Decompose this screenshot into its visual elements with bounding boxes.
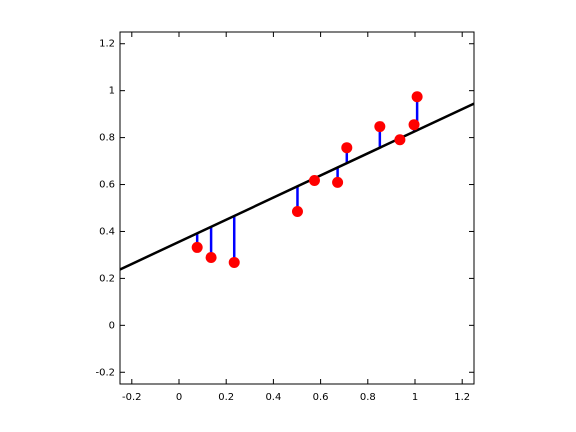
x-tick-label: 0.8 <box>360 392 376 403</box>
point <box>191 241 203 253</box>
y-tick-label: 0.6 <box>99 180 115 191</box>
y-tick-label: 0.4 <box>99 226 115 237</box>
y-tick-label: 0 <box>109 320 115 331</box>
y-tick-label: 0.8 <box>99 133 115 144</box>
y-tick-label: 1.2 <box>99 39 115 50</box>
x-tick-label: 1.2 <box>454 392 470 403</box>
x-tick-label: 0.6 <box>313 392 329 403</box>
x-tick-label: 0.2 <box>218 392 234 403</box>
point <box>205 252 217 264</box>
x-tick-label: 0.4 <box>265 392 281 403</box>
point <box>332 176 344 188</box>
point <box>411 91 423 103</box>
x-tick-label: 1 <box>412 392 418 403</box>
point <box>341 142 353 154</box>
x-tick-label: -0.2 <box>122 392 142 403</box>
x-tick-label: 0 <box>176 392 182 403</box>
point <box>228 256 240 268</box>
y-tick-label: -0.2 <box>95 367 115 378</box>
y-tick-label: 0.2 <box>99 273 115 284</box>
point <box>374 121 386 133</box>
y-tick-label: 1 <box>109 86 115 97</box>
fit-line <box>120 102 474 271</box>
point <box>394 134 406 146</box>
point <box>291 206 303 218</box>
point <box>308 175 320 187</box>
point <box>408 119 420 131</box>
